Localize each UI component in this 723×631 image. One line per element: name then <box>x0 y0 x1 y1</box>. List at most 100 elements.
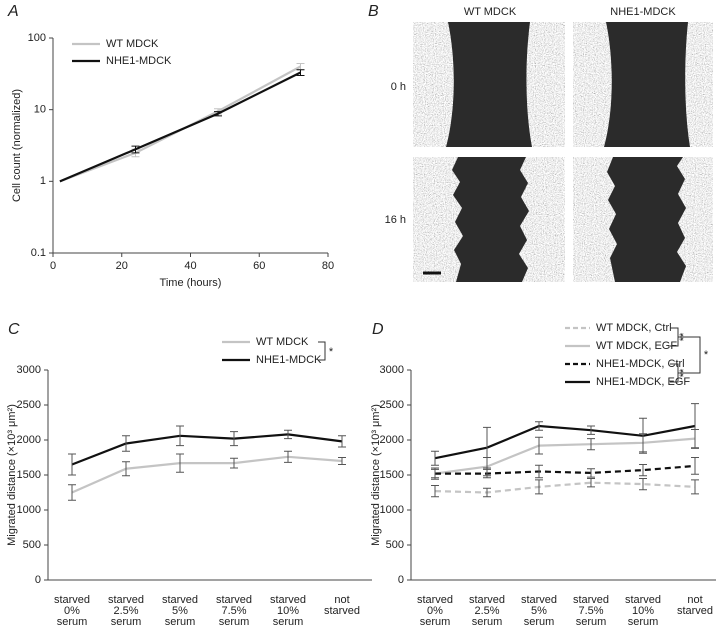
y-tick-label: 10 <box>34 104 46 116</box>
x-tick-label: starved <box>162 594 198 606</box>
y-tick-label: 500 <box>386 539 404 551</box>
x-tick-label: 10% <box>277 605 299 617</box>
x-tick-label: starved <box>270 594 306 606</box>
y-tick-label: 0 <box>398 574 404 586</box>
error-bar <box>639 478 647 491</box>
row-label: 0 h <box>391 81 406 93</box>
y-tick-label: 3000 <box>380 364 404 376</box>
x-tick-label: not <box>334 594 349 606</box>
wound-gap <box>607 157 686 282</box>
y-tick-label: 100 <box>28 32 46 44</box>
error-bar <box>68 453 76 476</box>
error-bar <box>535 436 543 455</box>
significance-mark: ** <box>678 368 690 377</box>
error-bar <box>131 145 140 154</box>
x-tick-label: 40 <box>184 260 196 272</box>
x-tick-label: serum <box>273 616 304 626</box>
line <box>434 424 696 460</box>
error-bar <box>431 485 439 498</box>
x-tick-label: serum <box>165 616 196 626</box>
significance-mark: * <box>329 346 334 358</box>
x-tick-label: serum <box>472 616 503 626</box>
panel-letter: D <box>372 321 384 338</box>
legend-label: WT MDCK <box>106 38 159 50</box>
y-tick-label: 500 <box>23 539 41 551</box>
line <box>71 455 343 494</box>
y-tick-label: 3000 <box>17 364 41 376</box>
legend-label: WT MDCK, Ctrl <box>596 322 672 334</box>
x-tick-label: 5% <box>172 605 188 617</box>
error-bar <box>691 479 699 495</box>
error-bar <box>483 426 491 469</box>
column-label: WT MDCK <box>464 6 517 18</box>
x-tick-label: 2.5% <box>474 605 499 617</box>
y-tick-label: 0.1 <box>31 247 46 259</box>
error-bar <box>68 484 76 501</box>
x-tick-label: serum <box>628 616 659 626</box>
x-tick-label: 0 <box>50 260 56 272</box>
panel-letter: B <box>368 3 379 20</box>
error-bar <box>122 435 130 452</box>
error-bar <box>284 429 292 440</box>
legend-label: WT MDCK <box>256 336 309 348</box>
error-bar <box>214 111 222 117</box>
error-bar <box>535 464 543 479</box>
y-tick-label: 2000 <box>380 434 404 446</box>
error-bar <box>122 461 130 477</box>
micrographs: B WT MDCK NHE1-MDCK 0 h 16 h <box>368 3 713 282</box>
x-tick-label: not <box>687 594 702 606</box>
error-bar <box>431 467 439 480</box>
x-tick-label: starved <box>324 605 360 617</box>
row-label: 16 h <box>385 214 406 226</box>
error-bar <box>483 487 491 498</box>
x-tick-label: starved <box>108 594 144 606</box>
significance-mark: * <box>704 349 709 361</box>
x-tick-label: 80 <box>322 260 334 272</box>
y-tick-label: 2500 <box>17 399 41 411</box>
x-tick-label: 0% <box>427 605 443 617</box>
x-tick-label: starved <box>469 594 505 606</box>
error-bar <box>587 478 595 488</box>
error-bar <box>338 457 346 465</box>
y-tick-label: 2000 <box>17 434 41 446</box>
y-tick-label: 0 <box>35 574 41 586</box>
error-bar <box>431 450 439 466</box>
x-tick-label: 20 <box>116 260 128 272</box>
line <box>71 433 343 466</box>
significance-mark: ** <box>678 332 690 341</box>
line <box>59 71 301 183</box>
legend-label: NHE1-MDCK <box>256 354 322 366</box>
line <box>434 481 696 494</box>
y-tick-label: 1000 <box>380 504 404 516</box>
x-tick-label: starved <box>216 594 252 606</box>
error-bar <box>230 457 238 469</box>
panel-letter: C <box>8 321 20 338</box>
error-bar <box>639 417 647 454</box>
error-bar <box>587 425 595 435</box>
legend-label: NHE1-MDCK, Ctrl <box>596 358 685 370</box>
y-tick-label: 1 <box>40 175 46 187</box>
x-tick-label: 7.5% <box>221 605 246 617</box>
x-tick-label: serum <box>524 616 555 626</box>
wound-gap <box>452 157 529 282</box>
error-bar <box>176 425 184 447</box>
significance-bracket <box>318 341 326 361</box>
x-tick-label: serum <box>576 616 607 626</box>
error-bar <box>639 464 647 477</box>
error-bar <box>691 457 699 475</box>
x-axis-label: Time (hours) <box>160 277 222 289</box>
x-tick-label: 0% <box>64 605 80 617</box>
x-tick-label: starved <box>573 594 609 606</box>
y-tick-label: 1000 <box>17 504 41 516</box>
line <box>59 65 302 183</box>
error-bar <box>284 450 292 463</box>
x-tick-label: 5% <box>531 605 547 617</box>
legend-label: NHE1-MDCK <box>106 55 172 67</box>
x-tick-label: serum <box>420 616 451 626</box>
error-bar <box>691 403 699 449</box>
x-tick-label: starved <box>625 594 661 606</box>
x-tick-label: 60 <box>253 260 265 272</box>
legend-label: NHE1-MDCK, EGF <box>596 376 690 388</box>
x-tick-label: starved <box>54 594 90 606</box>
